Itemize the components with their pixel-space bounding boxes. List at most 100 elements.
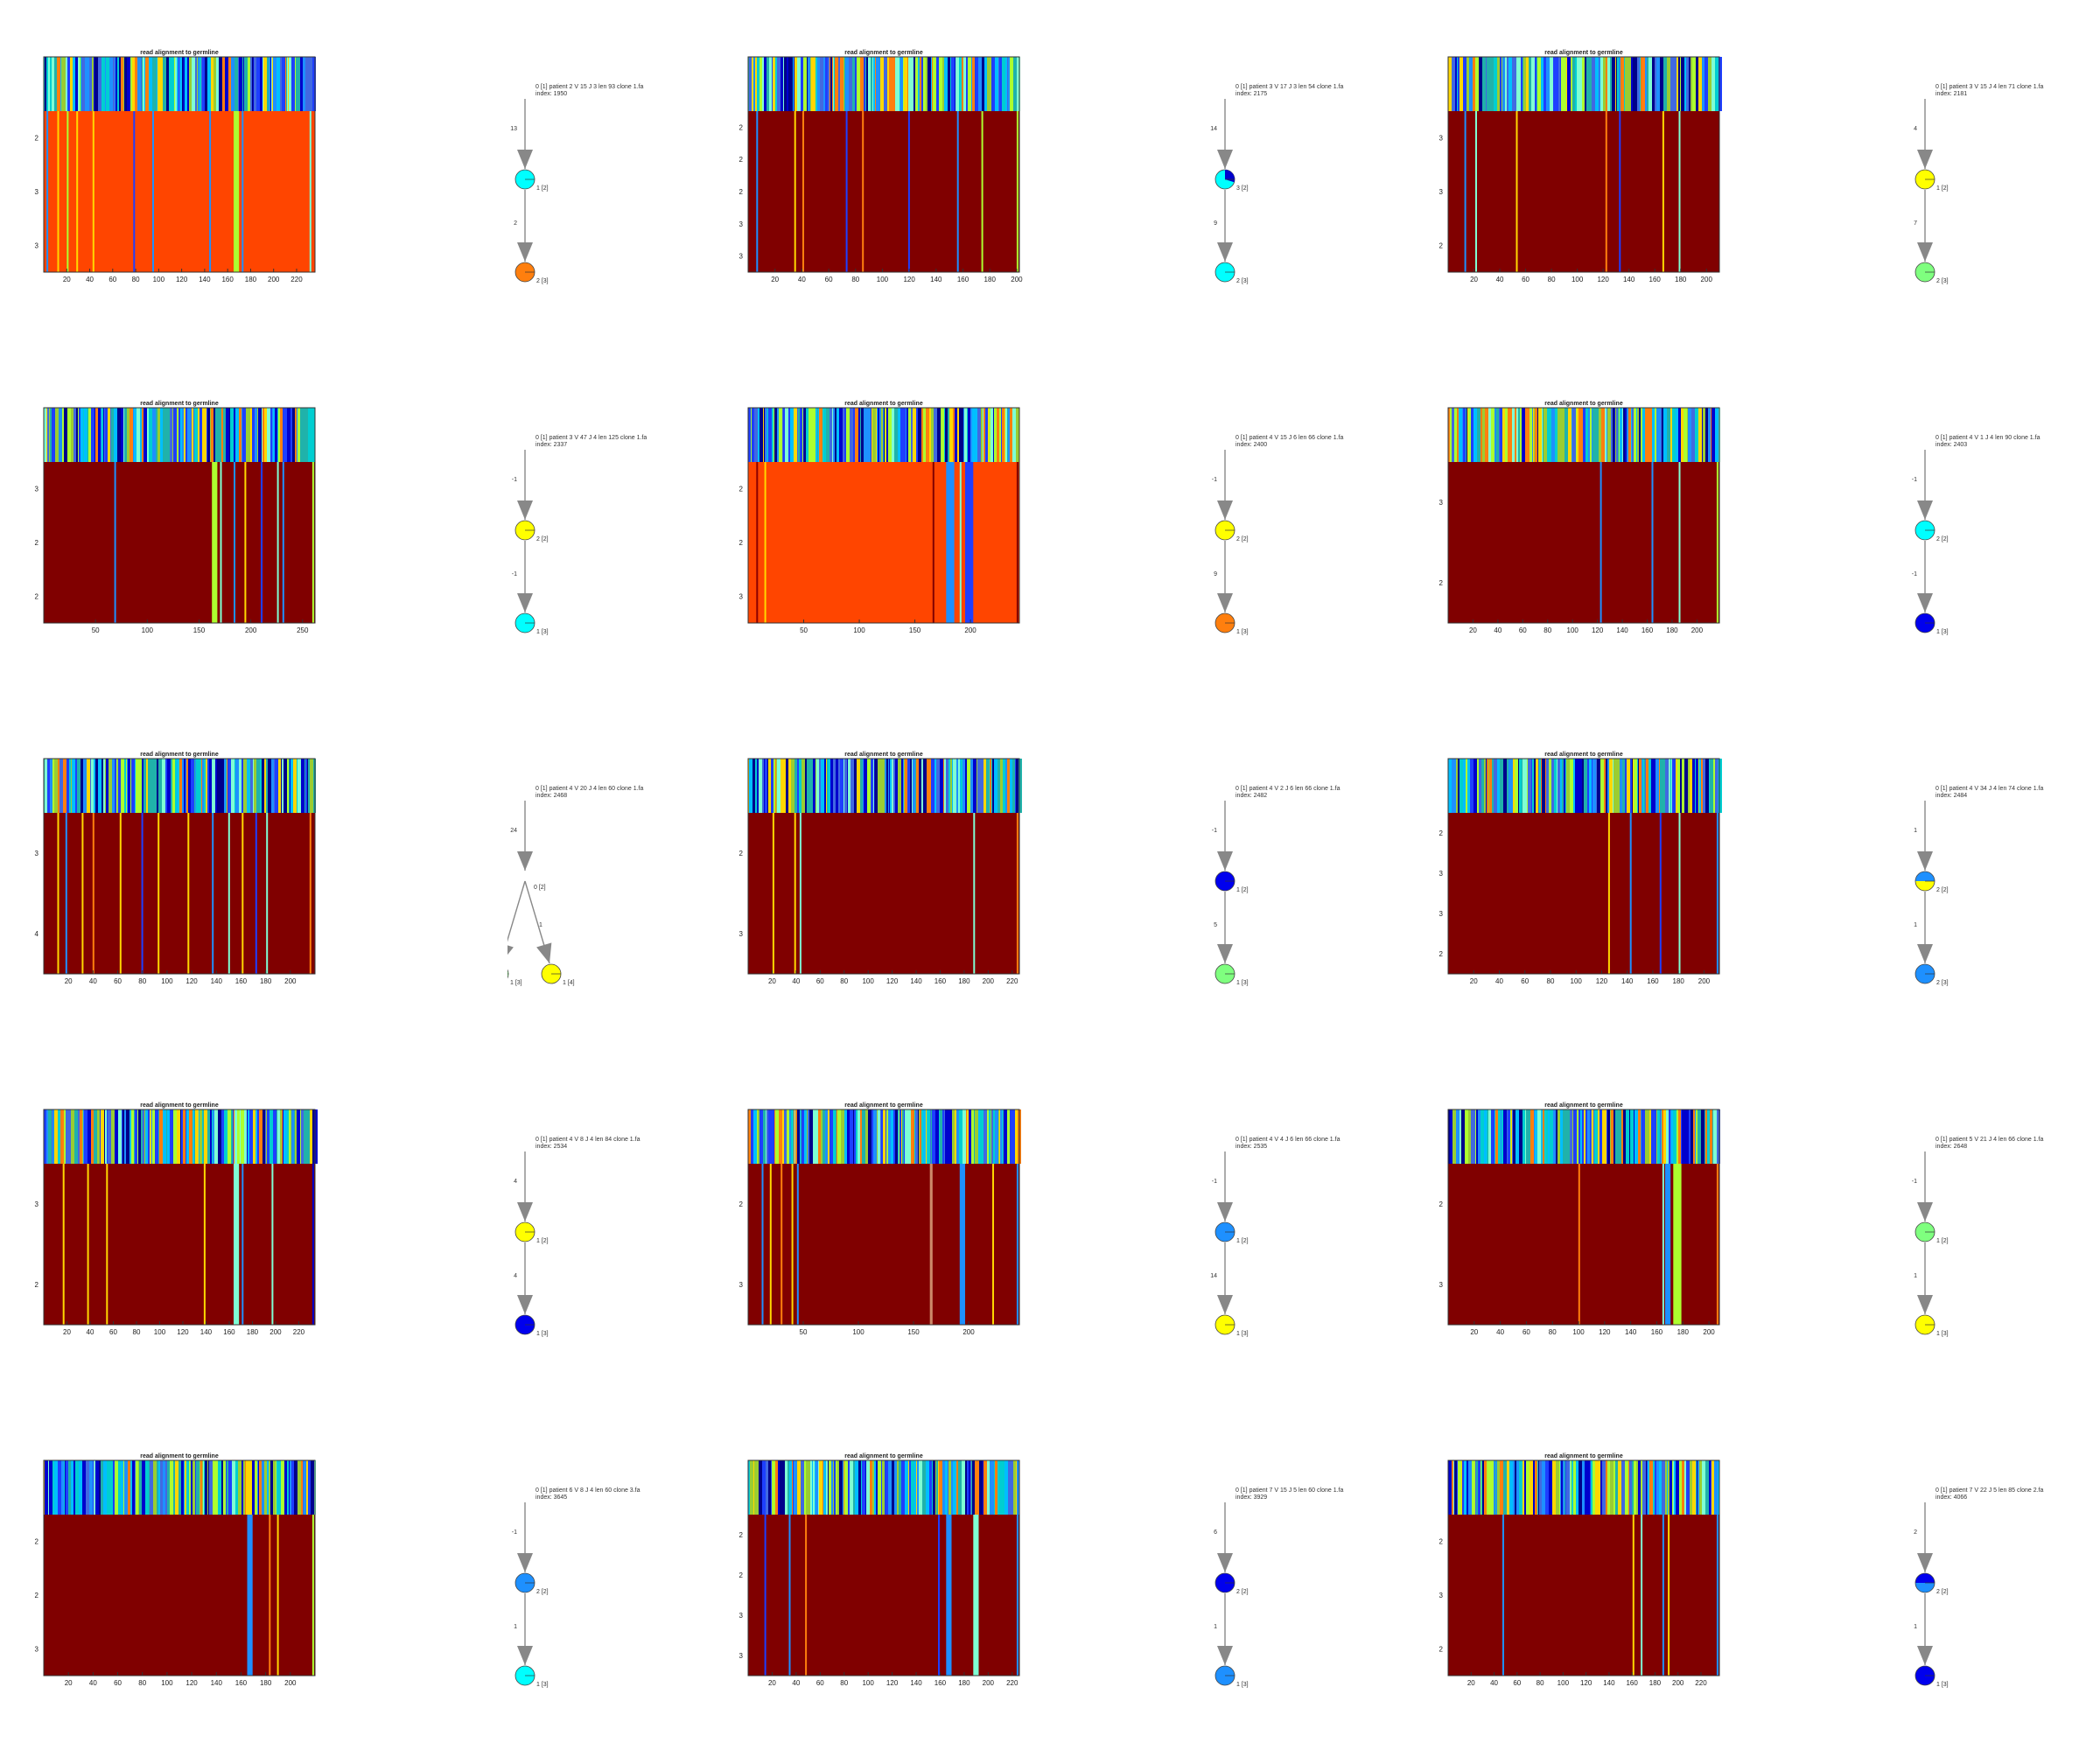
read-column: [1474, 1110, 1475, 1164]
read-column: [283, 408, 284, 462]
read-column: [1455, 57, 1457, 111]
read-column: [1588, 57, 1592, 111]
read-column: [106, 759, 108, 813]
read-column: [1638, 1460, 1641, 1515]
lineage-tree: 0 [1] patient 3 V 17 J 3 len 54 clone 1.…: [1210, 84, 1343, 284]
edge-label: 7: [1914, 220, 1917, 227]
read-column: [226, 759, 227, 813]
read-column: [144, 759, 146, 813]
read-column: [1651, 759, 1654, 813]
read-column: [1538, 759, 1539, 813]
read-column: [144, 57, 145, 111]
read-column: [1631, 408, 1632, 462]
read-column: [898, 408, 900, 462]
read-column: [834, 1460, 836, 1515]
read-column: [94, 408, 95, 462]
tree-header: 0 [1] patient 5 V 21 J 4 len 66 clone 1.…: [1936, 1137, 2043, 1143]
read-column: [1676, 408, 1678, 462]
read-column: [962, 57, 963, 111]
tree-arrowhead: [517, 150, 533, 169]
read-column: [1582, 759, 1584, 813]
read-column: [833, 57, 834, 111]
read-column: [1698, 1460, 1699, 1515]
tree-index: index: 1950: [536, 91, 567, 97]
read-column: [150, 1110, 151, 1164]
read-column: [310, 1110, 312, 1164]
read-column: [1565, 57, 1566, 111]
x-tick-label: 140: [211, 1679, 223, 1687]
read-column: [54, 1110, 58, 1164]
read-column: [782, 1110, 784, 1164]
read-column: [941, 408, 944, 462]
read-column: [862, 1460, 865, 1515]
read-column: [221, 408, 223, 462]
tree-node-label: 2 [3]: [1936, 278, 1949, 284]
read-column: [1667, 408, 1670, 462]
read-column: [1617, 759, 1620, 813]
read-column: [192, 1460, 195, 1515]
read-column: [830, 57, 832, 111]
plot-frame: [1447, 56, 1720, 273]
read-column: [1495, 1110, 1498, 1164]
read-column: [1516, 1110, 1519, 1164]
read-column: [1705, 1460, 1709, 1515]
read-column: [48, 57, 50, 111]
read-column: [862, 1110, 863, 1164]
read-column: [797, 759, 799, 813]
read-column: [929, 1460, 932, 1515]
read-column: [44, 1110, 46, 1164]
read-column: [276, 1460, 278, 1515]
read-column: [968, 408, 970, 462]
read-column: [894, 1460, 897, 1515]
read-column: [1497, 1460, 1500, 1515]
read-column: [967, 408, 968, 462]
read-column: [788, 408, 790, 462]
read-column: [1015, 1110, 1018, 1164]
lineage-tree: 0 [1] patient 3 V 47 J 4 len 125 clone 1…: [512, 435, 648, 635]
read-column: [1546, 57, 1550, 111]
mutation-stripe: [271, 1164, 274, 1325]
read-column: [1684, 57, 1686, 111]
read-column: [972, 1460, 975, 1515]
mutation-stripe: [929, 1164, 933, 1325]
read-column: [173, 408, 177, 462]
read-column: [91, 408, 94, 462]
read-column: [792, 1460, 793, 1515]
read-column: [973, 759, 976, 813]
read-column: [1496, 1460, 1497, 1515]
tree-arrowhead: [517, 242, 533, 262]
read-column: [1000, 759, 1003, 813]
read-column: [234, 759, 235, 813]
read-column: [118, 1460, 121, 1515]
read-column: [847, 759, 848, 813]
read-column: [1592, 408, 1595, 462]
read-column: [1012, 1110, 1015, 1164]
read-column: [865, 1460, 866, 1515]
read-column: [198, 57, 200, 111]
read-column: [154, 759, 157, 813]
read-column: [1480, 1460, 1481, 1515]
read-column: [243, 759, 247, 813]
read-column: [764, 408, 765, 462]
mutation-stripe: [1662, 111, 1664, 272]
read-column: [783, 57, 784, 111]
read-column: [777, 57, 780, 111]
read-column: [191, 1460, 192, 1515]
read-column: [1614, 1460, 1615, 1515]
read-column: [1676, 1110, 1678, 1164]
read-column: [816, 1460, 818, 1515]
read-column: [1012, 759, 1015, 813]
read-column: [831, 1460, 833, 1515]
read-column: [135, 1460, 136, 1515]
read-column: [184, 408, 186, 462]
read-column: [137, 1110, 138, 1164]
read-column: [250, 57, 252, 111]
read-column: [1510, 759, 1513, 813]
read-column: [75, 1460, 79, 1515]
read-column: [1642, 1460, 1646, 1515]
read-column: [899, 1460, 901, 1515]
read-column: [1507, 1110, 1508, 1164]
read-column: [101, 408, 102, 462]
read-column: [284, 408, 287, 462]
